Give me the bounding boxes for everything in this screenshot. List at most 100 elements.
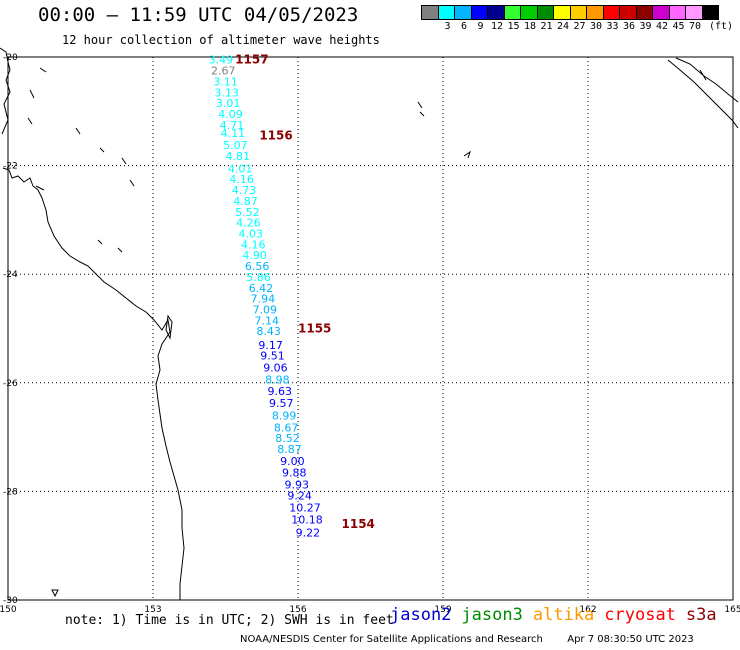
swh-label: 4.71 xyxy=(220,119,245,132)
legend-label: 6 xyxy=(460,21,468,32)
coastline-new-caledonia xyxy=(667,57,739,129)
map-subtitle: 12 hour collection of altimeter wave hei… xyxy=(62,33,380,47)
swh-label: 4.03 xyxy=(239,227,263,240)
coastline xyxy=(0,47,739,600)
reef-fragment xyxy=(29,89,35,99)
legend-label: 9 xyxy=(477,21,484,32)
legend-unit: (ft) xyxy=(709,21,734,32)
swh-label: 9.88 xyxy=(282,466,307,479)
reef-fragment xyxy=(121,157,127,165)
lon-label: 159 xyxy=(434,605,451,615)
satellite-jason3: jason3 xyxy=(461,605,523,625)
lat-label: -24 xyxy=(3,270,18,280)
reef-fragment-east xyxy=(463,150,471,159)
swh-label: 9.93 xyxy=(284,478,309,491)
swh-label: 3.49 xyxy=(209,54,234,67)
reef-fragment xyxy=(129,179,135,187)
legend-label: 15 xyxy=(507,21,520,32)
swh-label: 5.86 xyxy=(246,271,270,284)
legend-label: 42 xyxy=(655,21,669,32)
legend-label: 3 xyxy=(444,21,451,32)
lat-label: -22 xyxy=(3,162,18,172)
fraser-island xyxy=(165,314,173,340)
reef-fragment xyxy=(75,127,81,135)
swh-label: 9.22 xyxy=(296,527,321,540)
satellite-s3a: s3a xyxy=(685,605,717,625)
lat-label: -28 xyxy=(3,487,18,497)
pass-id-label: 1154 xyxy=(342,517,375,531)
pass-id-label: 1157 xyxy=(235,53,268,67)
swh-label: 4.87 xyxy=(233,195,258,208)
legend-label: 27 xyxy=(573,21,586,32)
lon-label: 153 xyxy=(144,605,161,615)
lon-label: 150 xyxy=(0,605,17,615)
reef-fragment xyxy=(97,239,103,245)
swh-label: 8.87 xyxy=(277,443,302,456)
satellite-jason2: jason2 xyxy=(390,605,452,625)
observation-labels: 3.492.673.113.133.014.094.714.115.074.81… xyxy=(209,54,323,540)
swh-label: 6.42 xyxy=(249,282,274,295)
coastline-cape-york xyxy=(0,47,11,135)
lat-label: -26 xyxy=(3,379,18,389)
swh-label: 4.16 xyxy=(229,173,254,186)
swh-label: 7.14 xyxy=(255,314,280,327)
swh-label: 7.09 xyxy=(253,303,277,316)
satellite-legend: jason2 jason3 altika cryosat s3a xyxy=(390,605,727,625)
swh-label: 8.98 xyxy=(265,374,290,387)
swh-label: 3.01 xyxy=(216,97,241,110)
legend-label: 18 xyxy=(523,21,537,32)
legend-label: 36 xyxy=(622,21,636,32)
swh-label: 5.52 xyxy=(235,206,260,219)
legend-label: 45 xyxy=(672,21,685,32)
legend-swatch xyxy=(701,5,719,20)
swh-label: 9.24 xyxy=(287,490,312,503)
legend-label: 21 xyxy=(540,21,553,32)
lon-label: 165 xyxy=(724,605,740,615)
satellite-altika: altika xyxy=(532,605,595,625)
footer-credit: NOAA/NESDIS Center for Satellite Applica… xyxy=(240,634,694,645)
swh-label: 4.11 xyxy=(221,127,246,140)
swh-label: 3.11 xyxy=(213,75,238,88)
legend-label: 24 xyxy=(556,21,570,32)
legend-label: 12 xyxy=(490,21,504,32)
color-legend-labels: 3 6 9 12 15 18 21 24 27 30 33 36 39 42 45 70 (ft) xyxy=(422,21,740,35)
swh-label: 10.27 xyxy=(289,502,321,515)
footer-note: note: 1) Time is in UTC; 2) SWH is in fe… xyxy=(65,613,394,628)
legend-label: 70 xyxy=(688,21,702,32)
lon-label: 156 xyxy=(289,605,306,615)
swh-label: 4.26 xyxy=(236,217,261,230)
swh-label: 9.51 xyxy=(260,350,285,363)
reef-fragment xyxy=(117,247,123,253)
swh-label: 8.67 xyxy=(274,421,299,434)
swh-label: 4.81 xyxy=(226,150,251,163)
swh-label: 9.00 xyxy=(280,455,305,468)
swh-label: 4.73 xyxy=(232,184,256,197)
map-title: 00:00 – 11:59 UTC 04/05/2023 xyxy=(38,4,359,26)
reef-fragment xyxy=(39,67,47,73)
swh-label: 4.90 xyxy=(242,249,267,262)
pass-id-label: 1155 xyxy=(298,322,331,336)
swh-label: 2.67 xyxy=(211,65,236,78)
lord-howe-marker xyxy=(51,589,59,598)
reef-fragment xyxy=(27,117,33,125)
legend-label: 33 xyxy=(606,21,619,32)
pass-id-label: 1156 xyxy=(259,129,292,143)
swh-label: 4.01 xyxy=(228,162,253,175)
swh-label: 4.16 xyxy=(241,238,266,251)
satellite-cryosat: cryosat xyxy=(604,605,676,625)
map-grid xyxy=(7,56,734,601)
color-legend xyxy=(421,5,719,20)
swh-label: 9.63 xyxy=(268,385,293,398)
swh-label: 6.56 xyxy=(245,260,269,273)
lon-label: 162 xyxy=(579,605,596,615)
credit-text: NOAA/NESDIS Center for Satellite Applica… xyxy=(240,634,543,645)
swh-label: 9.57 xyxy=(269,397,294,410)
reef-fragment xyxy=(99,147,105,153)
swh-label: 7.94 xyxy=(251,293,276,306)
map-frame xyxy=(7,56,734,601)
swh-label: 5.07 xyxy=(223,139,248,152)
swh-label: 10.18 xyxy=(291,514,323,527)
legend-label: 30 xyxy=(589,21,603,32)
swh-label: 4.09 xyxy=(218,108,243,121)
